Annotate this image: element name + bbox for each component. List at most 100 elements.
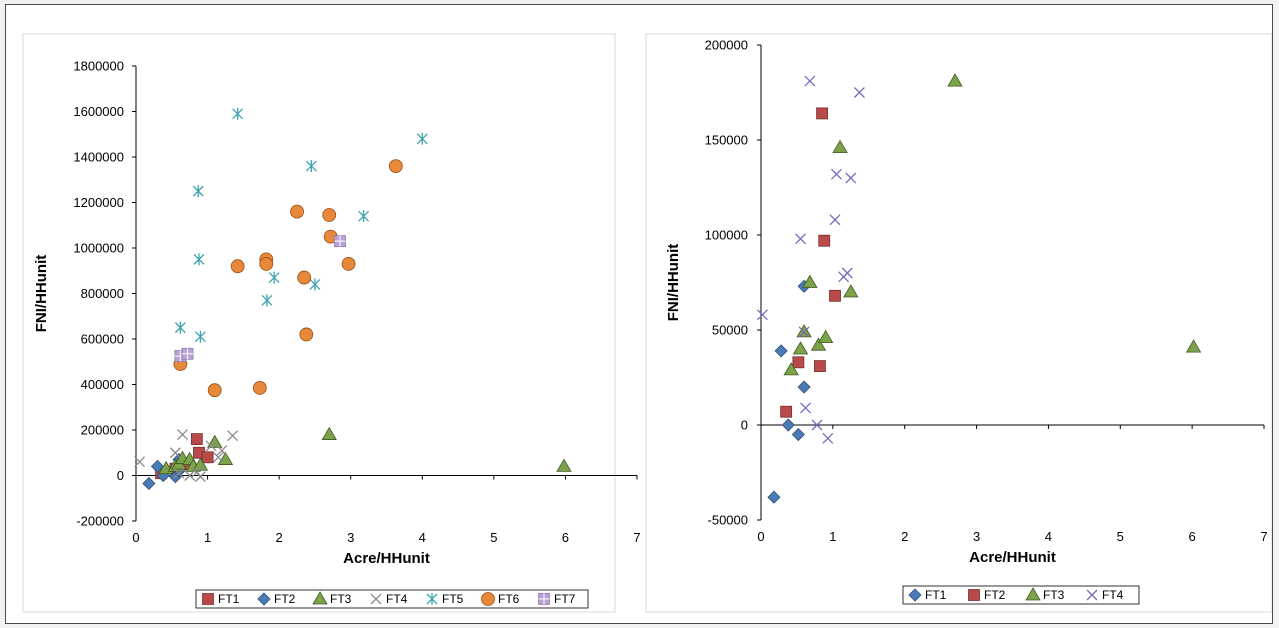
data-point-ft1 [781,418,795,432]
data-point-ft6 [299,327,314,342]
legend-marker-ft7-cross [538,593,550,605]
data-point-ft3 [556,458,572,472]
legend-label-ft7: FT7 [554,592,576,606]
data-point-ft4 [169,447,181,459]
data-point-ft6 [207,383,222,398]
legend: FT1 FT2 FT3 FT4 [902,585,1140,605]
data-point-ft3 [1185,339,1202,353]
y-axis-title: FNI/HHunit [33,255,50,332]
data-point-ft4 [173,467,185,479]
legend-label-ft4: FT4 [386,592,408,606]
legend-label-ft1: FT1 [925,588,947,602]
data-point-ft5 [416,132,428,145]
legend-marker-ft1 [908,588,922,602]
legend-marker-ft2 [968,589,980,601]
data-point-ft1 [791,427,805,442]
x-tick-label: 4 [1045,529,1052,544]
data-point-ft4 [830,168,842,180]
data-point-ft3 [321,426,337,440]
data-point-ft1 [201,451,214,464]
data-point-ft4 [853,87,865,98]
figure-frame: -200000 0 200000 400000 600000 800000 1000000 1… [5,4,1273,624]
data-point-ft6 [322,208,337,222]
y-tick-label: -50000 [708,513,748,528]
x-tick-label: 1 [204,530,211,545]
x-tick-label: 5 [1117,529,1124,544]
x-tick-label: 3 [347,530,354,545]
x-axis-title: Acre/HHunit [969,549,1056,566]
data-point-ft5 [261,294,273,307]
x-tick-label: 7 [633,530,640,545]
data-point-ft7 [334,235,346,248]
y-tick-label: 1400000 [73,150,124,165]
data-point-ft5 [193,253,205,266]
data-point-ft3 [192,457,209,471]
data-point-ft7 [181,347,194,360]
y-tick-label: 0 [741,418,748,433]
data-point-ft6 [230,259,245,274]
data-point-ft3 [802,274,818,288]
data-point-ft3 [817,329,834,343]
data-point-ft3 [810,337,827,351]
data-point-ft6 [259,257,274,271]
data-point-ft7-cross [182,348,194,360]
left-chart-area [22,33,616,613]
data-point-ft4 [212,451,224,463]
data-point-ft4 [841,267,853,279]
data-point-ft3 [796,324,812,338]
data-point-ft6 [341,257,356,271]
y-tick-label: 600000 [81,332,124,347]
legend-label-ft3: FT3 [1043,588,1065,602]
series-ft7 [174,235,346,362]
x-tick-label: 3 [973,529,980,544]
data-point-ft4 [184,470,196,481]
legend-label-ft3: FT3 [330,592,352,606]
x-tick-label: 0 [757,529,764,544]
series-ft2 [780,107,841,418]
data-point-ft5 [358,210,370,223]
data-point-ft5 [232,107,244,120]
legend-label-ft2: FT2 [984,588,1006,602]
x-tick-label: 6 [1189,529,1196,544]
series-ft6 [173,159,403,398]
series-ft3 [783,73,1202,376]
x-tick-label: 6 [562,530,569,545]
x-tick-label: 4 [419,530,426,545]
y-tick-label: 0 [117,468,124,483]
y-axis-title: FNI/HHunit [665,244,682,321]
legend-label-ft5: FT5 [442,592,464,606]
x-tick-label: 5 [490,530,497,545]
data-point-ft2 [829,289,841,302]
data-point-ft2 [780,405,793,418]
legend-label-ft1: FT1 [218,592,240,606]
data-point-ft3 [947,73,963,87]
legend-marker-ft5 [426,593,438,605]
legend-marker-ft3 [1025,587,1041,601]
x-tick-label: 1 [829,529,836,544]
data-point-ft5 [309,278,321,291]
data-point-ft4 [798,326,810,338]
data-point-ft4 [134,456,146,468]
data-point-ft1 [797,380,811,394]
data-point-ft4 [227,430,239,442]
data-point-ft5 [305,160,317,173]
y-tick-label: 1800000 [73,59,124,74]
right-chart-area [645,33,1272,613]
series-ft5 [174,107,428,343]
data-point-ft3 [783,362,799,376]
data-point-ft4 [795,233,806,245]
data-point-ft7-cross [334,235,346,247]
data-point-ft5 [174,321,186,334]
data-point-ft4 [216,445,228,456]
data-point-ft4 [177,429,188,441]
x-tick-label: 7 [1260,529,1267,544]
x-axis-title: Acre/HHunit [343,550,430,567]
left-chart: -200000 0 200000 400000 600000 800000 1000000 1… [33,59,641,609]
data-point-ft4 [829,214,841,226]
y-tick-label: 400000 [81,377,124,392]
series-ft4 [134,429,239,483]
x-tick-label: 2 [276,530,283,545]
y-tick-label: 1200000 [73,195,124,210]
y-tick-label: 200000 [705,38,748,53]
y-tick-label: -200000 [76,514,124,529]
